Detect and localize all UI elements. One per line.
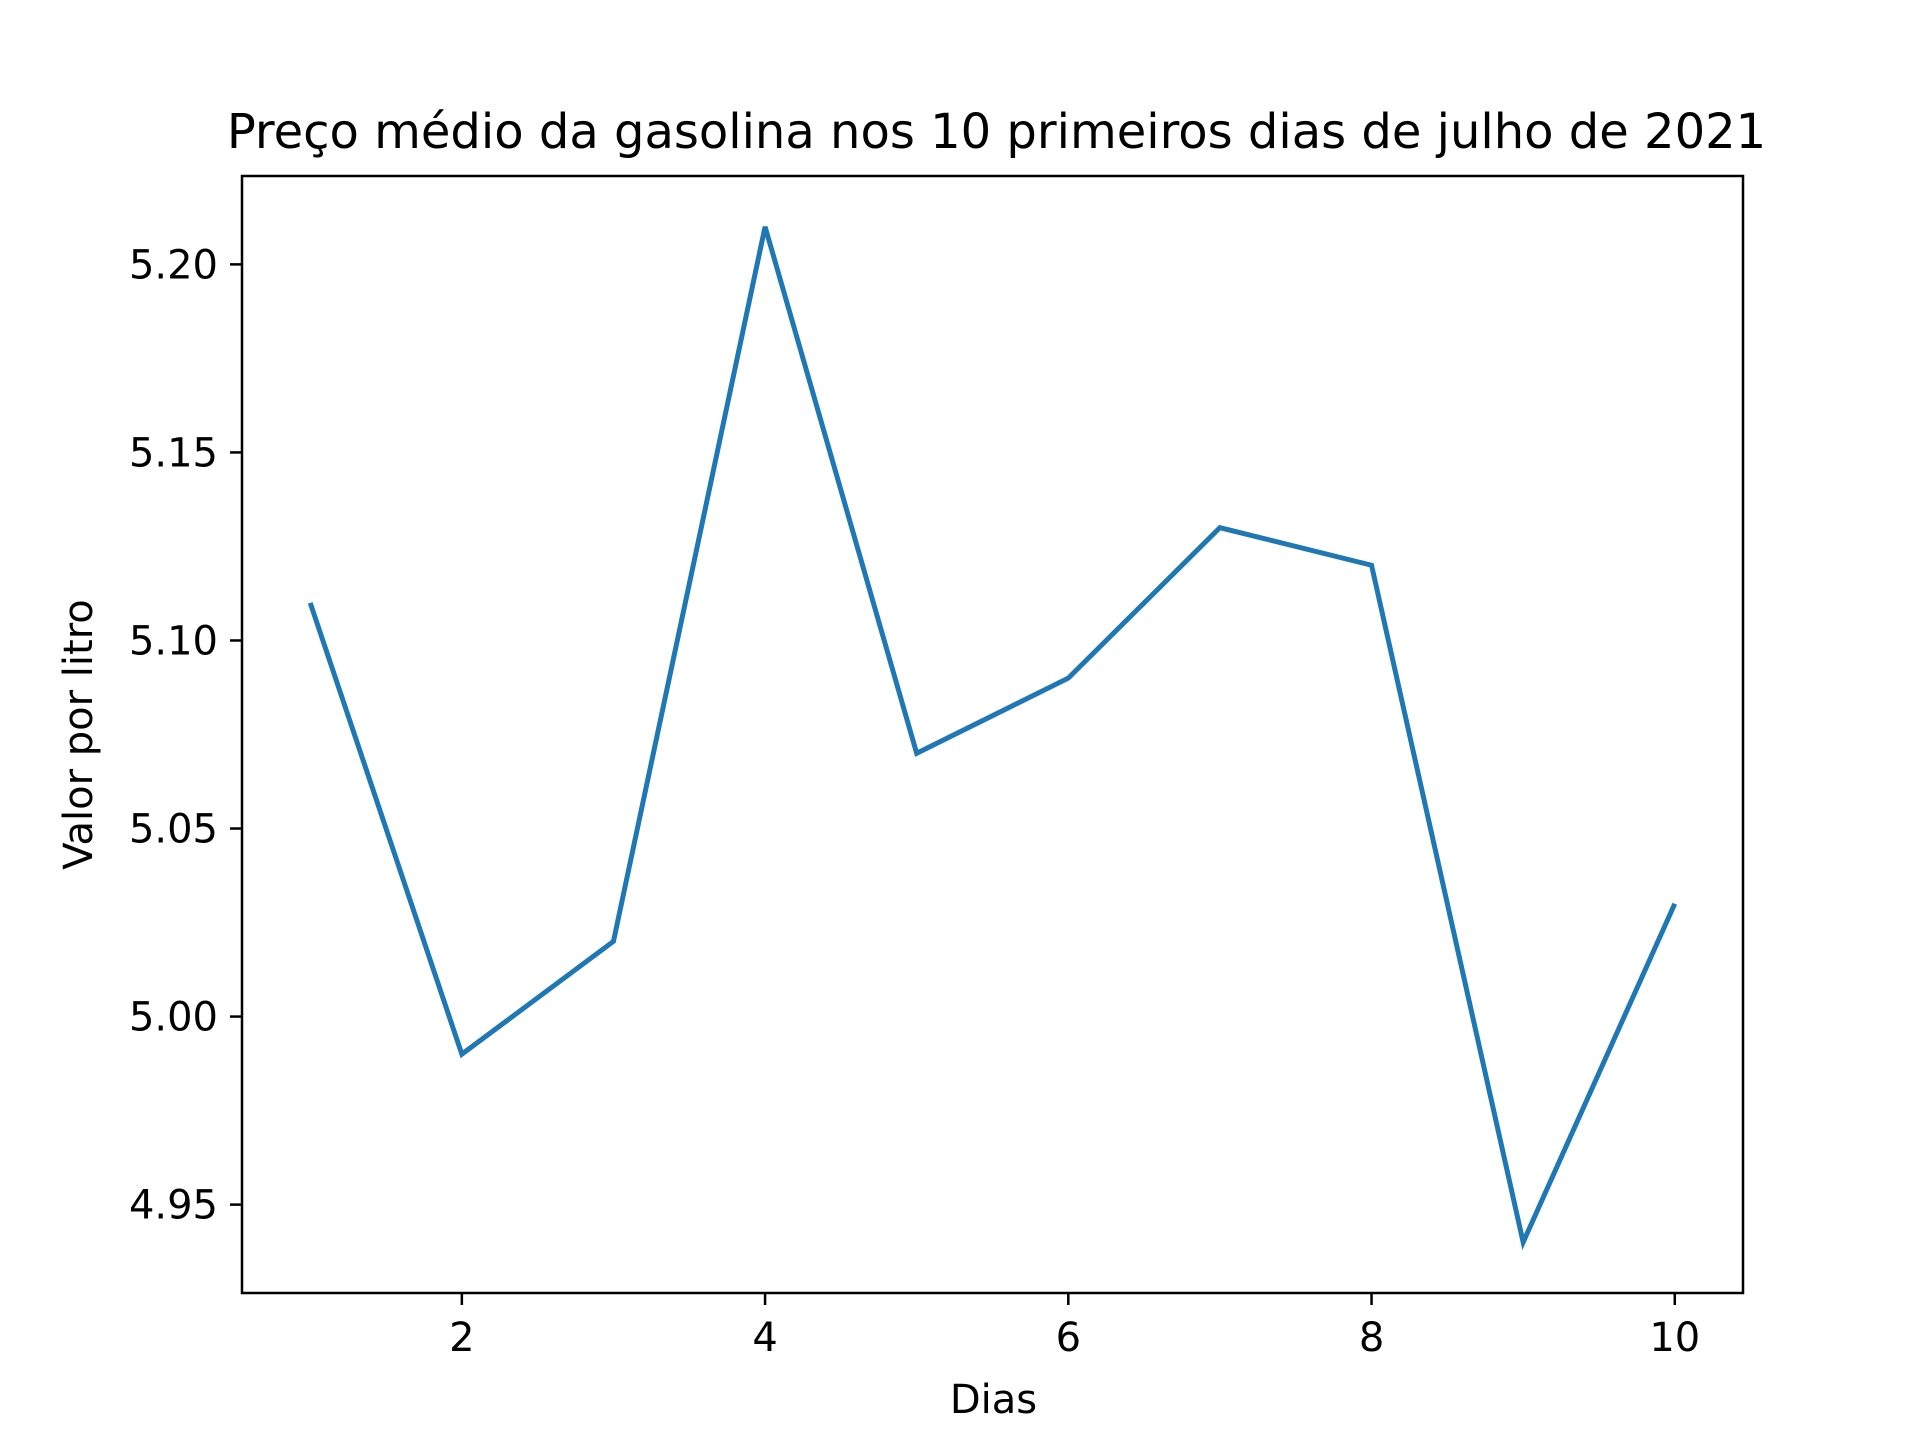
axes-frame	[240, 174, 1745, 1295]
y-axis-ticks: 4.95 5.00 5.05 5.10 5.15 5.20	[129, 242, 242, 1229]
x-tick-label: 8	[1359, 1315, 1384, 1361]
y-tick-label: 4.95	[129, 1183, 218, 1229]
y-tick-label: 5.20	[129, 242, 218, 288]
y-tick-label: 5.15	[129, 430, 218, 476]
y-tick-label: 5.05	[129, 807, 218, 853]
y-axis-label: Valor por litro	[56, 599, 102, 870]
y-tick-label: 5.00	[129, 995, 218, 1041]
x-tick-label: 2	[449, 1315, 474, 1361]
y-tick-label: 5.10	[129, 618, 218, 664]
x-axis-ticks: 2 4 6 8 10	[449, 1293, 1700, 1361]
plot-area	[307, 226, 1678, 1251]
x-axis-label: Dias	[950, 1377, 1037, 1423]
x-tick-label: 4	[752, 1315, 777, 1361]
x-tick-label: 10	[1649, 1315, 1700, 1361]
chart-title: Preço médio da gasolina nos 10 primeiros…	[227, 104, 1766, 160]
series-line	[307, 226, 1678, 1251]
x-tick-label: 6	[1056, 1315, 1081, 1361]
